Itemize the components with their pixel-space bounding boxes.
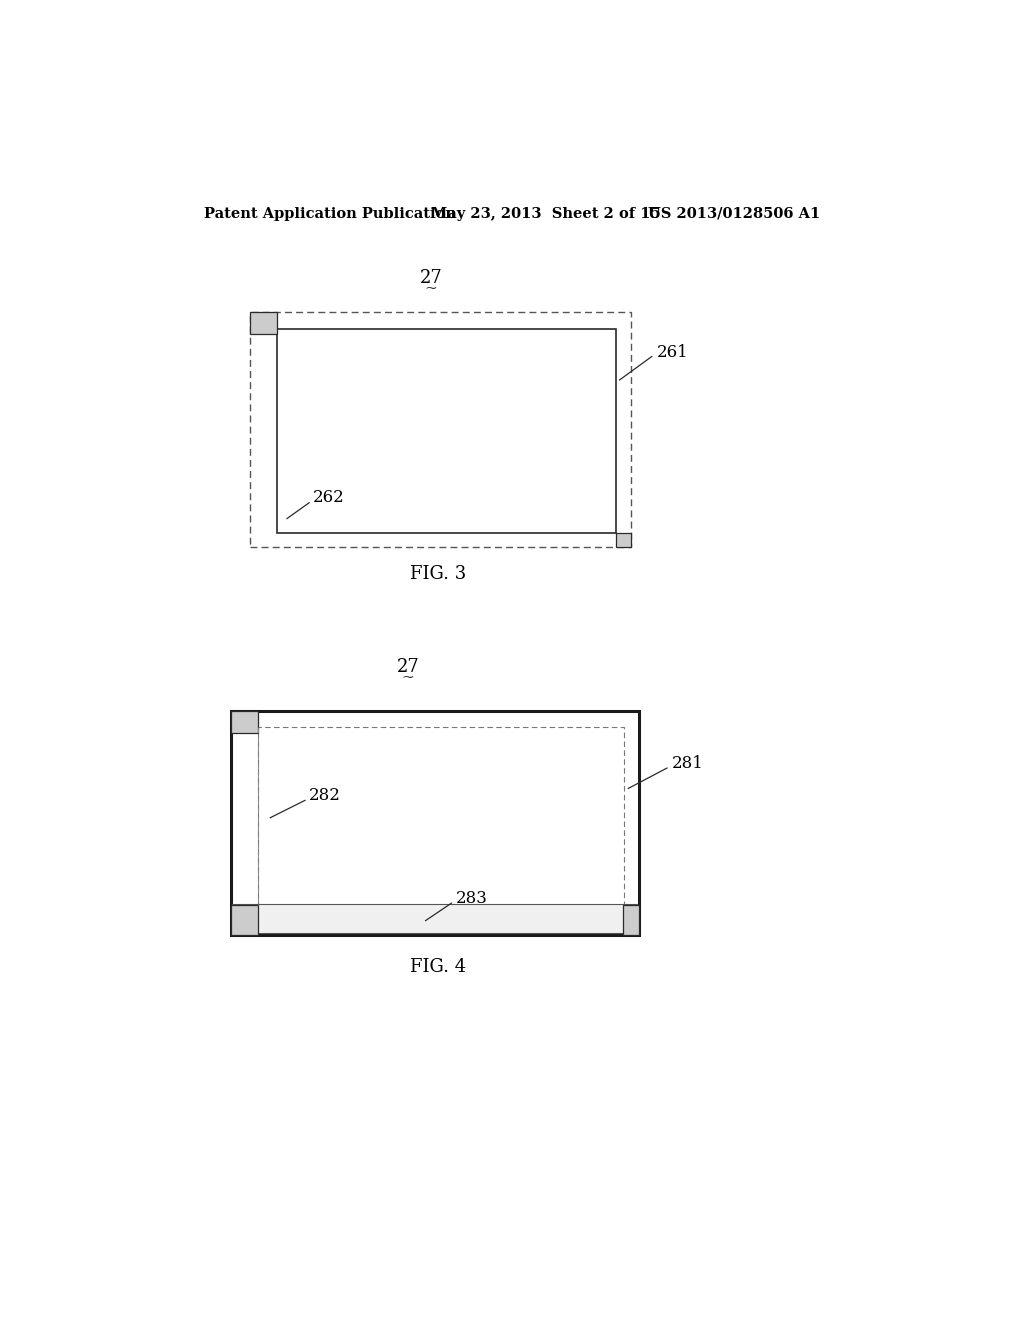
- Bar: [624, 906, 639, 935]
- Text: FIG. 4: FIG. 4: [411, 958, 467, 975]
- Text: ~: ~: [425, 282, 437, 296]
- Bar: [232, 904, 637, 933]
- Text: Patent Application Publication: Patent Application Publication: [204, 207, 456, 220]
- Bar: [230, 906, 258, 935]
- Text: 282: 282: [309, 788, 341, 804]
- Text: 261: 261: [656, 345, 688, 360]
- Text: 27: 27: [396, 657, 419, 676]
- Bar: [230, 711, 639, 935]
- Bar: [230, 711, 258, 733]
- Text: FIG. 3: FIG. 3: [411, 565, 467, 583]
- Text: US 2013/0128506 A1: US 2013/0128506 A1: [648, 207, 820, 220]
- Text: May 23, 2013  Sheet 2 of 15: May 23, 2013 Sheet 2 of 15: [431, 207, 660, 220]
- Text: 281: 281: [672, 755, 703, 772]
- Bar: [615, 533, 631, 548]
- Text: 283: 283: [457, 890, 488, 907]
- Text: ~: ~: [401, 671, 414, 685]
- Bar: [250, 313, 631, 548]
- Bar: [250, 313, 276, 334]
- Bar: [258, 726, 625, 906]
- Bar: [276, 330, 615, 533]
- Text: 262: 262: [313, 488, 345, 506]
- Text: 27: 27: [420, 269, 442, 286]
